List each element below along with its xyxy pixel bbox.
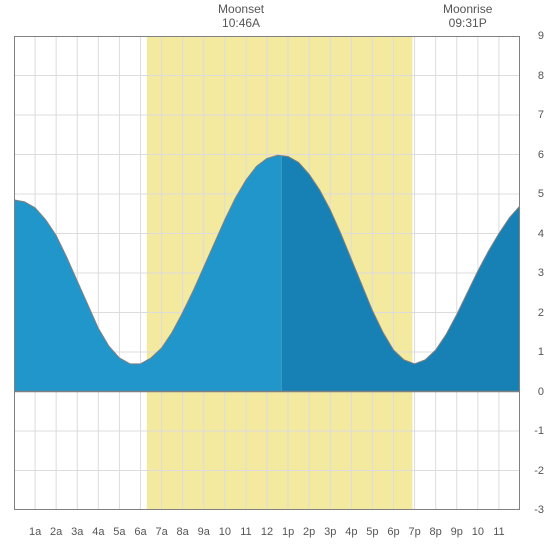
x-tick-label: 4a [92,526,104,538]
x-tick-label: 9p [451,526,463,538]
y-axis: -3-2-10123456789 [520,36,544,510]
top-annotations: Moonset 10:46A Moonrise 09:31P [0,2,550,34]
y-tick-label: -2 [520,465,544,477]
x-tick-label: 2a [50,526,62,538]
x-tick-label: 4p [345,526,357,538]
y-tick-label: -3 [520,504,544,516]
moonset-annotation: Moonset 10:46A [211,2,271,30]
x-tick-label: 7p [408,526,420,538]
y-tick-label: 7 [520,109,544,121]
y-tick-label: 4 [520,228,544,240]
x-tick-label: 2p [303,526,315,538]
moonset-title: Moonset [211,2,271,16]
x-tick-label: 3p [324,526,336,538]
x-tick-label: 8p [430,526,442,538]
y-tick-label: 6 [520,149,544,161]
moonrise-annotation: Moonrise 09:31P [438,2,498,30]
x-axis: 1a 2a 3a 4a 5a 6a 7a 8a 9a 10 11 12 1p 2p 3p 4p 5p 6p 7p 8p… [14,526,520,542]
y-tick-label: 5 [520,188,544,200]
y-tick-label: 1 [520,346,544,358]
x-tick-label: 1a [29,526,41,538]
x-tick-label: 5p [366,526,378,538]
x-tick-label: 6a [134,526,146,538]
x-tick-label: 11 [493,526,504,538]
x-tick-label: 10 [472,526,484,538]
x-tick-label: 12 [261,526,273,538]
moonset-time: 10:46A [211,16,271,30]
moonrise-time: 09:31P [438,16,498,30]
x-tick-label: 11 [240,526,251,538]
x-tick-label: 5a [113,526,125,538]
x-tick-label: 9a [198,526,210,538]
y-tick-label: 3 [520,267,544,279]
y-tick-label: 9 [520,30,544,42]
moonrise-title: Moonrise [438,2,498,16]
x-tick-label: 8a [177,526,189,538]
x-tick-label: 3a [71,526,83,538]
y-tick-label: 0 [520,386,544,398]
y-tick-label: 2 [520,307,544,319]
x-tick-label: 10 [219,526,231,538]
x-tick-label: 7a [155,526,167,538]
y-tick-label: -1 [520,425,544,437]
x-tick-label: 1p [282,526,294,538]
y-tick-label: 8 [520,70,544,82]
x-tick-label: 6p [387,526,399,538]
tide-chart [14,36,520,510]
